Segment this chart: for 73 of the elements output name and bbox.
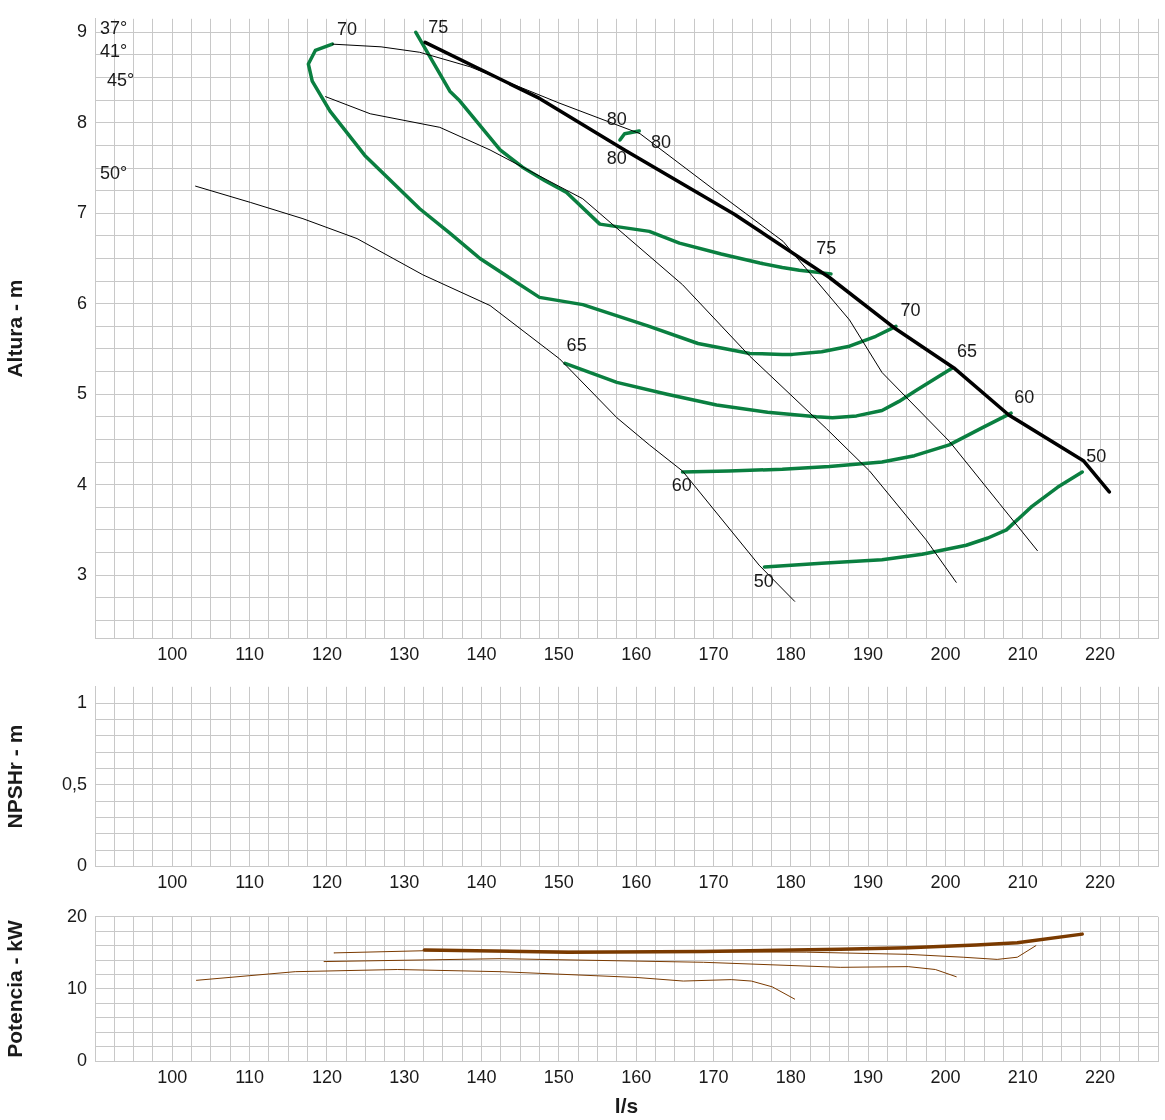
y-tick-label: 1 (76, 692, 87, 713)
x-tick-label: 200 (930, 1066, 961, 1087)
x-tick-label: 130 (389, 644, 420, 665)
x-tick-label: 180 (775, 644, 806, 665)
x-tick-label: 170 (698, 644, 729, 665)
x-tick-label: 110 (235, 1066, 264, 1087)
y-axis-title: Altura - m (3, 279, 27, 378)
x-tick-label: 110 (235, 872, 264, 893)
annotation: 60 (671, 475, 692, 496)
x-tick-label: 120 (311, 644, 342, 665)
annotation: 45° (106, 70, 135, 91)
x-axis-title: l/s (614, 1094, 639, 1118)
annotation: 50 (1086, 445, 1107, 466)
annotation: 50° (99, 163, 128, 184)
annotation: 70 (337, 18, 358, 39)
x-tick-label: 130 (389, 872, 420, 893)
x-tick-label: 190 (853, 1066, 884, 1087)
x-tick-label: 210 (1007, 1066, 1038, 1087)
x-tick-label: 140 (466, 644, 497, 665)
x-tick-label: 150 (543, 644, 574, 665)
x-tick-label: 120 (311, 872, 342, 893)
annotation: 80 (606, 147, 627, 168)
annotation: 80 (650, 131, 671, 152)
y-tick-label: 0,5 (61, 773, 87, 794)
y-tick-label: 10 (66, 977, 87, 998)
y-tick-label: 4 (76, 473, 87, 494)
annotation: 70 (900, 299, 921, 320)
y-tick-label: 7 (76, 202, 87, 223)
annotation: 60 (1014, 386, 1035, 407)
x-tick-label: 190 (853, 644, 884, 665)
y-tick-label: 6 (76, 292, 87, 313)
x-tick-label: 180 (775, 872, 806, 893)
x-tick-label: 210 (1007, 872, 1038, 893)
annotation: 75 (428, 16, 449, 37)
x-tick-label: 100 (157, 1066, 188, 1087)
annotation: 80 (606, 109, 627, 130)
x-tick-label: 220 (1084, 1066, 1116, 1087)
x-tick-label: 110 (235, 644, 264, 665)
x-tick-label: 200 (930, 872, 961, 893)
y-tick-label: 0 (76, 1050, 87, 1071)
x-tick-label: 100 (157, 872, 188, 893)
y-tick-label: 8 (76, 111, 87, 132)
y-tick-label: 9 (76, 21, 87, 42)
y-tick-label: 20 (66, 905, 87, 926)
x-tick-label: 150 (543, 872, 574, 893)
x-tick-label: 160 (621, 644, 652, 665)
y-tick-label: 0 (76, 855, 87, 876)
y-axis-title: Potencia - kW (3, 919, 27, 1058)
annotation: 50 (753, 571, 774, 592)
annotation: 75 (816, 238, 837, 259)
x-tick-label: 200 (930, 644, 961, 665)
x-tick-label: 220 (1084, 872, 1116, 893)
y-tick-label: 3 (76, 564, 87, 585)
x-tick-label: 130 (389, 1066, 420, 1087)
x-tick-label: 140 (466, 872, 497, 893)
annotation: 41° (99, 41, 128, 62)
x-tick-label: 140 (466, 1066, 497, 1087)
x-tick-label: 180 (775, 1066, 806, 1087)
annotation: 65 (566, 335, 587, 356)
x-tick-label: 100 (157, 644, 188, 665)
x-tick-label: 170 (698, 872, 729, 893)
x-tick-label: 170 (698, 1066, 729, 1087)
x-tick-label: 150 (543, 1066, 574, 1087)
annotation: 37° (99, 17, 128, 38)
x-tick-label: 190 (853, 872, 884, 893)
y-tick-label: 5 (76, 383, 87, 404)
x-tick-label: 160 (621, 872, 652, 893)
x-tick-label: 120 (311, 1066, 342, 1087)
annotation: 65 (957, 340, 978, 361)
x-tick-label: 220 (1084, 644, 1116, 665)
x-tick-label: 160 (621, 1066, 652, 1087)
y-axis-title: NPSHr - m (3, 724, 27, 829)
x-tick-label: 210 (1007, 644, 1038, 665)
